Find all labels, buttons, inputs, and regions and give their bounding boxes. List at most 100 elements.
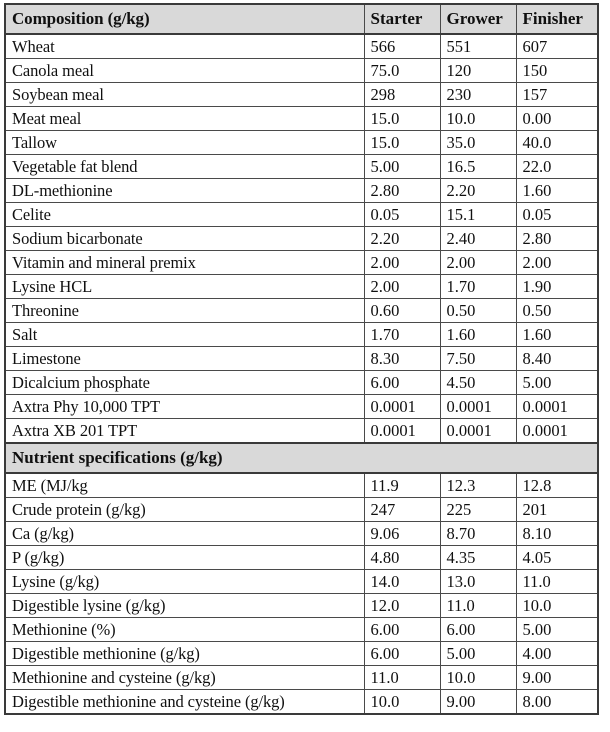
table-row: Axtra Phy 10,000 TPT 0.0001 0.0001 0.0001	[4, 394, 599, 419]
row-label: Digestible lysine (g/kg)	[4, 593, 365, 618]
row-label: Wheat	[4, 33, 365, 59]
row-label: Vitamin and mineral premix	[4, 250, 365, 275]
row-label: Axtra Phy 10,000 TPT	[4, 394, 365, 419]
cell-finisher: 1.60	[515, 322, 599, 347]
cell-grower: 4.50	[439, 370, 517, 395]
cell-grower: 11.0	[439, 593, 517, 618]
cell-finisher: 4.00	[515, 641, 599, 666]
section-header-label: Nutrient specifications (g/kg)	[4, 442, 599, 474]
row-label: Dicalcium phosphate	[4, 370, 365, 395]
cell-finisher: 0.05	[515, 202, 599, 227]
cell-finisher: 8.10	[515, 521, 599, 546]
cell-starter: 566	[363, 33, 441, 59]
table-header: Composition (g/kg) Starter Grower Finish…	[4, 3, 599, 35]
cell-finisher: 22.0	[515, 154, 599, 179]
row-label: Meat meal	[4, 106, 365, 131]
cell-grower: 4.35	[439, 545, 517, 570]
cell-starter: 298	[363, 82, 441, 107]
cell-grower: 5.00	[439, 641, 517, 666]
cell-grower: 2.20	[439, 178, 517, 203]
cell-finisher: 9.00	[515, 665, 599, 690]
row-label: Soybean meal	[4, 82, 365, 107]
cell-starter: 2.20	[363, 226, 441, 251]
table-row: Tallow 15.0 35.0 40.0	[4, 130, 599, 155]
table-row: Threonine 0.60 0.50 0.50	[4, 298, 599, 323]
table-row: Digestible methionine (g/kg) 6.00 5.00 4.00	[4, 641, 599, 666]
table-row: Wheat 566 551 607	[4, 33, 599, 59]
cell-starter: 10.0	[363, 689, 441, 715]
cell-starter: 5.00	[363, 154, 441, 179]
header-row: Composition (g/kg) Starter Grower Finish…	[4, 3, 599, 35]
row-label: Lysine HCL	[4, 274, 365, 299]
table-row: DL-methionine 2.80 2.20 1.60	[4, 178, 599, 203]
row-label: Threonine	[4, 298, 365, 323]
cell-grower: 2.00	[439, 250, 517, 275]
cell-starter: 6.00	[363, 617, 441, 642]
cell-grower: 13.0	[439, 569, 517, 594]
cell-grower: 8.70	[439, 521, 517, 546]
column-header-starter: Starter	[363, 3, 441, 35]
diet-composition-table: Composition (g/kg) Starter Grower Finish…	[4, 3, 599, 715]
table-row: Sodium bicarbonate 2.20 2.40 2.80	[4, 226, 599, 251]
cell-finisher: 607	[515, 33, 599, 59]
table-row: Canola meal 75.0 120 150	[4, 58, 599, 83]
row-label: Canola meal	[4, 58, 365, 83]
row-label: Limestone	[4, 346, 365, 371]
cell-grower: 15.1	[439, 202, 517, 227]
cell-starter: 0.0001	[363, 418, 441, 444]
cell-grower: 1.70	[439, 274, 517, 299]
cell-grower: 230	[439, 82, 517, 107]
row-label: ME (MJ/kg	[4, 472, 365, 498]
cell-grower: 7.50	[439, 346, 517, 371]
cell-grower: 551	[439, 33, 517, 59]
cell-finisher: 8.40	[515, 346, 599, 371]
cell-starter: 15.0	[363, 130, 441, 155]
row-label: Salt	[4, 322, 365, 347]
cell-grower: 9.00	[439, 689, 517, 715]
column-header-composition: Composition (g/kg)	[4, 3, 365, 35]
row-label: DL-methionine	[4, 178, 365, 203]
composition-section: Wheat 566 551 607 Canola meal 75.0 120 150 Soybe…	[4, 33, 599, 444]
row-label: Digestible methionine and cysteine (g/kg…	[4, 689, 365, 715]
cell-starter: 247	[363, 497, 441, 522]
cell-grower: 10.0	[439, 665, 517, 690]
cell-finisher: 2.80	[515, 226, 599, 251]
row-label: Lysine (g/kg)	[4, 569, 365, 594]
row-label: Methionine (%)	[4, 617, 365, 642]
table-row: Lysine HCL 2.00 1.70 1.90	[4, 274, 599, 299]
cell-starter: 2.00	[363, 250, 441, 275]
cell-grower: 0.0001	[439, 418, 517, 444]
table-row: ME (MJ/kg 11.9 12.3 12.8	[4, 472, 599, 498]
cell-starter: 14.0	[363, 569, 441, 594]
cell-finisher: 0.50	[515, 298, 599, 323]
table-row: Vitamin and mineral premix 2.00 2.00 2.00	[4, 250, 599, 275]
cell-finisher: 2.00	[515, 250, 599, 275]
cell-starter: 12.0	[363, 593, 441, 618]
cell-finisher: 4.05	[515, 545, 599, 570]
cell-grower: 6.00	[439, 617, 517, 642]
cell-finisher: 5.00	[515, 617, 599, 642]
cell-grower: 225	[439, 497, 517, 522]
row-label: Vegetable fat blend	[4, 154, 365, 179]
table-row: Soybean meal 298 230 157	[4, 82, 599, 107]
cell-starter: 11.0	[363, 665, 441, 690]
row-label: Axtra XB 201 TPT	[4, 418, 365, 444]
cell-starter: 75.0	[363, 58, 441, 83]
cell-grower: 10.0	[439, 106, 517, 131]
cell-grower: 0.50	[439, 298, 517, 323]
table-row: Vegetable fat blend 5.00 16.5 22.0	[4, 154, 599, 179]
cell-finisher: 1.90	[515, 274, 599, 299]
table-row: Salt 1.70 1.60 1.60	[4, 322, 599, 347]
table-row: Methionine (%) 6.00 6.00 5.00	[4, 617, 599, 642]
cell-starter: 6.00	[363, 641, 441, 666]
cell-finisher: 12.8	[515, 472, 599, 498]
cell-starter: 0.0001	[363, 394, 441, 419]
cell-finisher: 0.0001	[515, 394, 599, 419]
column-header-finisher: Finisher	[515, 3, 599, 35]
cell-grower: 2.40	[439, 226, 517, 251]
table-row: Limestone 8.30 7.50 8.40	[4, 346, 599, 371]
cell-finisher: 10.0	[515, 593, 599, 618]
table-row: Digestible methionine and cysteine (g/kg…	[4, 689, 599, 715]
row-label: Tallow	[4, 130, 365, 155]
